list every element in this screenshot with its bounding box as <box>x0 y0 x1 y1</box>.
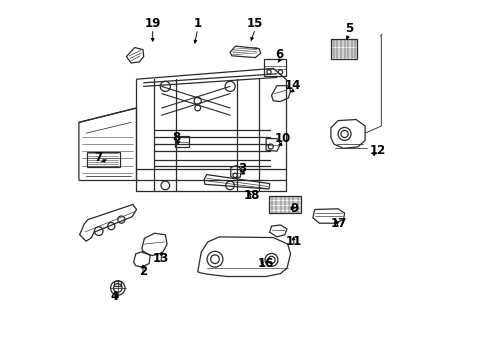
Text: 18: 18 <box>243 189 259 202</box>
Bar <box>114 281 121 286</box>
Text: 11: 11 <box>285 235 302 248</box>
Text: 2: 2 <box>139 265 147 278</box>
Bar <box>268 196 301 213</box>
Text: 8: 8 <box>172 131 180 144</box>
Text: 4: 4 <box>110 291 118 303</box>
Text: 13: 13 <box>153 252 169 265</box>
Text: 16: 16 <box>257 257 274 270</box>
Text: 1: 1 <box>193 17 202 30</box>
Text: 9: 9 <box>289 202 298 215</box>
Text: 15: 15 <box>246 17 263 30</box>
Text: 12: 12 <box>369 144 385 157</box>
Text: 7: 7 <box>95 151 102 164</box>
Bar <box>87 152 120 167</box>
Text: 17: 17 <box>330 217 346 230</box>
Text: 5: 5 <box>344 22 352 35</box>
Text: 10: 10 <box>274 132 290 145</box>
Text: 19: 19 <box>144 17 161 30</box>
Text: 14: 14 <box>285 79 301 92</box>
Text: 3: 3 <box>238 162 246 175</box>
Text: 6: 6 <box>275 48 284 61</box>
Bar <box>175 136 189 147</box>
Bar <box>264 59 285 76</box>
Bar <box>330 39 356 59</box>
